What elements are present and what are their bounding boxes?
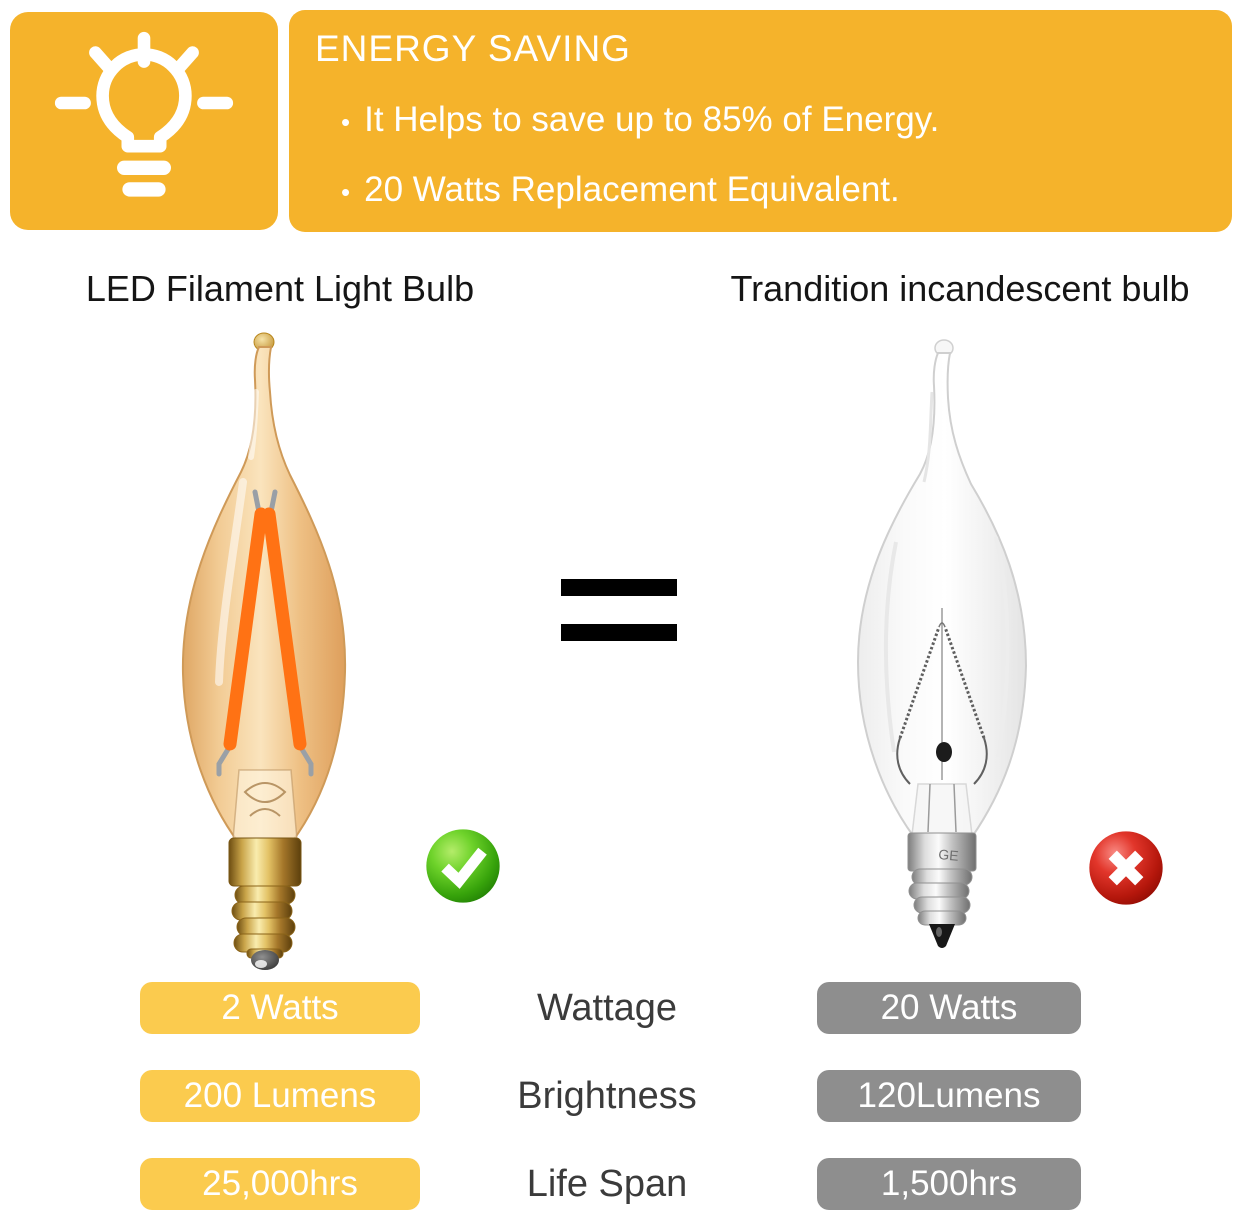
energy-saving-banner: ENERGY SAVING • It Helps to save up to 8… (289, 10, 1232, 232)
banner-title: ENERGY SAVING (315, 28, 631, 69)
cross-icon (1089, 831, 1163, 905)
energy-saving-icon-tile (10, 12, 278, 230)
bullet-dot: • (341, 177, 351, 207)
incandescent-bulb-title: Trandition incandescent bulb (730, 268, 1190, 309)
led-bulb-title: LED Filament Light Bulb (85, 268, 475, 309)
spec-row-brightness: 200 Lumens Brightness 120Lumens (0, 1070, 1236, 1122)
spec-label: Life Span (526, 1162, 688, 1205)
incandescent-bulb-image: GE (856, 339, 1028, 948)
banner-bullet-text: 20 Watts Replacement Equivalent. (364, 170, 900, 209)
spec-row-wattage: 2 Watts Wattage 20 Watts (0, 982, 1236, 1034)
led-value-badge: 2 Watts (140, 982, 420, 1034)
equals-sign (561, 579, 677, 641)
led-bulb-image (181, 332, 347, 970)
banner-bullet: • It Helps to save up to 85% of Energy. (315, 100, 1206, 140)
spec-row-lifespan: 25,000hrs Life Span 1,500hrs (0, 1158, 1236, 1210)
checkmark-icon (426, 829, 500, 903)
bullet-dot: • (341, 107, 351, 137)
base-marking: GE (938, 846, 960, 864)
incandescent-value-badge: 20 Watts (817, 982, 1081, 1034)
spec-label: Brightness (517, 1074, 697, 1117)
banner-bullet: • 20 Watts Replacement Equivalent. (315, 170, 1206, 210)
led-value-badge: 25,000hrs (140, 1158, 420, 1210)
incandescent-value-badge: 120Lumens (817, 1070, 1081, 1122)
equals-bar (561, 579, 677, 596)
led-value-badge: 200 Lumens (140, 1070, 420, 1122)
light-bulb-icon (54, 31, 234, 197)
equals-bar (561, 624, 677, 641)
spec-label: Wattage (536, 986, 678, 1029)
banner-bullet-text: It Helps to save up to 85% of Energy. (364, 100, 940, 139)
incandescent-value-badge: 1,500hrs (817, 1158, 1081, 1210)
